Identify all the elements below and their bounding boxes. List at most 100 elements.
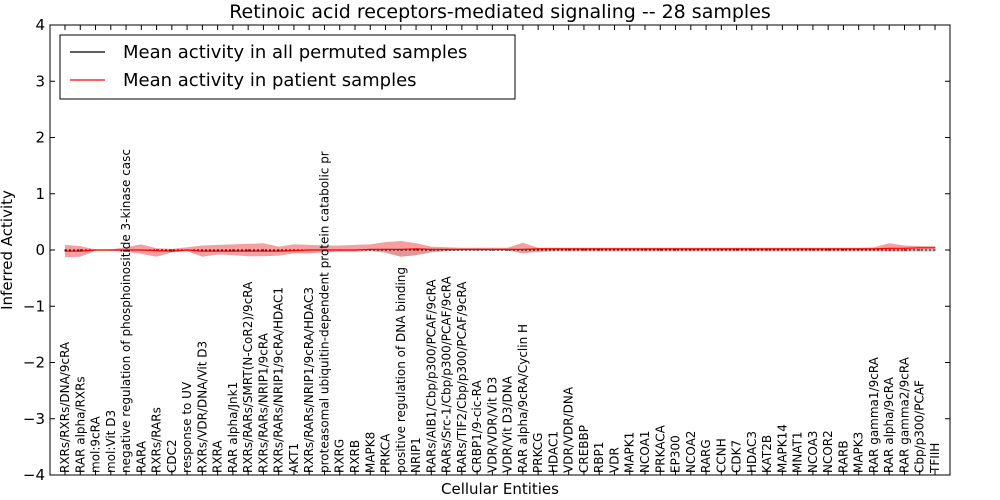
series-0-point — [766, 249, 768, 251]
series-1-point — [674, 248, 677, 250]
series-1-point — [507, 248, 509, 250]
series-1-point — [781, 248, 784, 250]
x-tick-label: RAR alpha/9cRA/Cyclin H — [516, 324, 530, 473]
series-1-point — [201, 250, 203, 252]
x-tick-label: Cbp/p300/PCAF — [913, 380, 927, 473]
series-1-point — [522, 248, 524, 250]
series-0-point — [583, 249, 585, 251]
series-0-point — [797, 249, 799, 251]
series-1-point — [232, 250, 234, 252]
x-tick-label: RARs/Src-1/Cbp/p300/PCAF/9cRA — [440, 275, 454, 473]
x-tick-label: HDAC3 — [745, 431, 759, 473]
series-1-point — [568, 248, 570, 250]
series-1-point — [171, 250, 173, 252]
x-tick-label: CCNH — [714, 438, 728, 473]
series-0-point — [64, 249, 66, 251]
x-tick-label: mol:9cRA — [89, 416, 103, 473]
legend: Mean activity in all permuted samples Mea… — [59, 34, 516, 100]
series-band-0 — [65, 249, 935, 257]
x-tick-label: EP300 — [669, 435, 683, 473]
series-0-point — [705, 249, 707, 251]
x-tick-label: CDK7 — [730, 440, 744, 473]
series-line-1 — [65, 247, 935, 252]
legend-box — [59, 34, 516, 100]
x-tick-label: RXRs/RARs/SMRT(N-CoR2)/9cRA — [241, 281, 255, 473]
series-1-point — [186, 249, 188, 251]
x-tick-label: CREBBP — [577, 425, 591, 473]
series-0-point — [415, 249, 417, 251]
x-tick-label: MAPK14 — [775, 424, 789, 473]
x-tick-label: RXRs/RARs/NRIP1/9cRA/HDAC3 — [302, 287, 316, 473]
y-tick-label: 2 — [35, 129, 45, 147]
series-1-point — [842, 248, 845, 250]
series-1-point — [736, 248, 738, 250]
x-tick-label: RAR gamma2/9cRA — [898, 356, 912, 473]
series-lines — [64, 247, 936, 252]
x-tick-label: RAR alpha/Jnk1 — [226, 382, 240, 473]
x-tick-label: MAPK8 — [363, 432, 377, 473]
x-tick-label: proteasomal ubiquitin-dependent protein … — [318, 151, 332, 473]
series-1-point — [598, 248, 600, 250]
x-tick-label: RAR alpha/RXRs — [73, 376, 87, 473]
series-1-point — [400, 248, 402, 250]
series-1-point — [858, 248, 860, 250]
series-1-point — [888, 247, 890, 249]
x-tick-label: RXRs/RARs — [150, 407, 164, 473]
x-tick-label: HDAC1 — [546, 431, 560, 473]
legend-label: Mean activity in all permuted samples — [123, 42, 467, 63]
x-tick-label: RARs/AIB1/Cbp/p300/PCAF/9cRA — [424, 279, 438, 473]
x-tick-label: RXRs/RXRs/DNA/9cRA — [58, 341, 72, 473]
x-tick-label: MAPK1 — [623, 432, 637, 473]
x-axis-label: Cellular Entities — [441, 480, 559, 498]
y-axis: −4 −3 −2 −1 0 1 2 3 4 — [23, 16, 950, 484]
series-1-point — [278, 250, 280, 252]
y-tick-label: −4 — [23, 466, 45, 484]
series-1-point — [293, 250, 295, 252]
x-tick-label: NCOA3 — [806, 431, 820, 473]
x-tick-label: RARA — [134, 440, 148, 473]
x-tick-label: TFIIH — [928, 443, 942, 474]
series-0-point — [644, 249, 646, 251]
series-1-point — [903, 247, 906, 249]
series-1-point — [583, 248, 585, 250]
series-0-point — [201, 249, 203, 251]
series-1-point — [369, 248, 371, 250]
y-tick-label: −1 — [23, 297, 45, 315]
x-tick-label: RXRG — [333, 439, 347, 473]
y-tick-label: 4 — [35, 16, 45, 34]
series-0-point — [629, 249, 631, 251]
series-0-point — [659, 249, 661, 251]
x-tick-label: AKT1 — [287, 443, 301, 473]
series-0-point — [781, 249, 784, 251]
series-1-point — [629, 248, 631, 250]
series-0-point — [278, 249, 280, 251]
series-1-point — [156, 250, 158, 252]
series-1-point — [430, 248, 432, 250]
x-tick-label: response to UV — [180, 381, 194, 473]
series-0-point — [674, 249, 677, 251]
x-tick-label: VDR — [608, 447, 622, 473]
series-1-point — [659, 248, 661, 250]
series-0-point — [919, 249, 921, 251]
x-tick-label: positive regulation of DNA binding — [394, 267, 408, 473]
series-0-point — [720, 249, 722, 251]
series-1-point — [415, 248, 417, 250]
series-1-point — [64, 250, 66, 252]
x-tick-label: NCOA1 — [638, 431, 652, 473]
x-tick-label: RXRB — [348, 440, 362, 473]
series-1-point — [384, 248, 387, 250]
x-tick-label: NRIP1 — [409, 437, 423, 473]
series-1-point — [812, 248, 814, 250]
series-1-point — [919, 247, 921, 249]
series-1-point — [705, 248, 707, 250]
x-tick-label: RARs/TIF2/Cbp/p300/PCAF/9cRA — [455, 281, 469, 473]
series-0-point — [79, 249, 81, 251]
series-0-point — [751, 249, 753, 251]
series-0-point — [903, 249, 906, 251]
series-0-point — [842, 249, 845, 251]
series-1-point — [476, 248, 478, 250]
x-tick-label: MAPK3 — [852, 432, 866, 473]
y-tick-label: 3 — [35, 72, 45, 90]
chart-title: Retinoic acid receptors-mediated signali… — [229, 1, 771, 23]
series-1-point — [217, 250, 219, 252]
